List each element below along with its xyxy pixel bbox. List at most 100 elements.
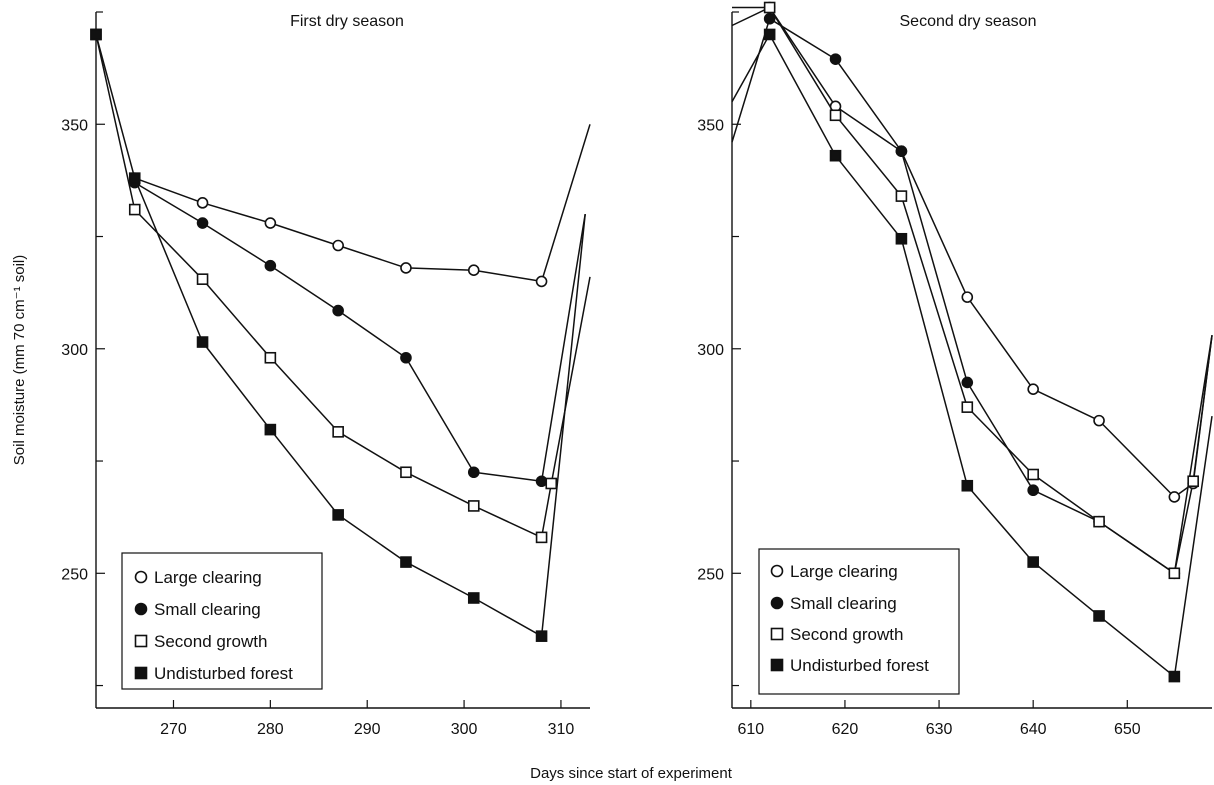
data-point-small-clearing bbox=[1027, 484, 1039, 497]
data-point-second-growth bbox=[1027, 468, 1039, 481]
data-point-small-clearing bbox=[400, 351, 412, 364]
y-tick-label: 250 bbox=[697, 566, 724, 583]
y-axis-label: Soil moisture (mm 70 cm⁻¹ soil) bbox=[11, 255, 28, 465]
data-point-second-growth bbox=[467, 500, 480, 512]
data-point-undisturbed-forest bbox=[961, 479, 974, 492]
data-point-undisturbed-forest bbox=[1027, 556, 1039, 568]
data-point-large-clearing bbox=[196, 197, 209, 209]
data-point-undisturbed-forest bbox=[90, 28, 102, 41]
x-tick-label: 270 bbox=[160, 721, 187, 738]
data-point-small-clearing bbox=[535, 475, 548, 488]
legend-label: Second growth bbox=[790, 625, 903, 644]
legend-box bbox=[121, 552, 323, 690]
x-tick-label: 290 bbox=[354, 721, 381, 738]
legend-label: Small clearing bbox=[790, 594, 897, 613]
data-point-second-growth bbox=[264, 351, 277, 364]
legend-label: Undisturbed forest bbox=[790, 656, 929, 675]
data-point-large-clearing bbox=[332, 239, 344, 252]
data-point-small-clearing bbox=[763, 12, 776, 25]
x-tick-label: 310 bbox=[548, 721, 575, 738]
series-line-second-growth bbox=[731, 6, 1213, 575]
data-point-undisturbed-forest bbox=[763, 28, 776, 41]
legend-marker-undisturbed-forest bbox=[134, 666, 148, 680]
data-point-second-growth bbox=[1093, 515, 1105, 528]
x-tick-label: 630 bbox=[926, 721, 953, 738]
series-line-second-growth bbox=[95, 34, 591, 539]
data-point-undisturbed-forest bbox=[128, 172, 141, 184]
legend: Large clearing Small clearing Second gro… bbox=[121, 552, 323, 690]
x-axis-label: Days since start of experiment bbox=[530, 765, 733, 782]
legend-box bbox=[758, 548, 960, 695]
axes: 270 280 290 300 310 250 300 350 bbox=[61, 11, 590, 738]
data-point-large-clearing bbox=[1027, 383, 1039, 395]
data-point-second-growth bbox=[895, 190, 908, 202]
data-point-second-growth bbox=[829, 109, 842, 122]
y-tick-label: 350 bbox=[697, 117, 724, 134]
data-point-second-growth bbox=[1168, 567, 1181, 580]
data-point-large-clearing bbox=[467, 264, 480, 276]
data-point-small-clearing bbox=[196, 217, 209, 229]
legend: Large clearing Small clearing Second gro… bbox=[758, 548, 960, 695]
x-tick-label: 650 bbox=[1114, 721, 1141, 738]
data-point-small-clearing bbox=[467, 466, 480, 479]
series-line-undisturbed-forest bbox=[95, 34, 586, 637]
legend-label: Small clearing bbox=[154, 600, 261, 619]
data-point-large-clearing bbox=[535, 275, 548, 288]
legend-marker-large-clearing bbox=[770, 564, 784, 578]
series-markers bbox=[763, 1, 1199, 683]
data-point-undisturbed-forest bbox=[829, 149, 842, 162]
series-markers bbox=[90, 28, 558, 642]
series-line-large-clearing bbox=[134, 124, 591, 283]
data-point-second-growth bbox=[332, 426, 344, 438]
panel-title: Second dry season bbox=[900, 13, 1037, 30]
legend-label: Large clearing bbox=[154, 568, 262, 587]
data-point-second-growth bbox=[763, 1, 776, 14]
panel-title: First dry season bbox=[290, 13, 404, 30]
data-point-second-growth bbox=[545, 477, 558, 490]
data-point-small-clearing bbox=[332, 304, 344, 317]
legend-marker-small-clearing bbox=[770, 596, 784, 610]
data-point-small-clearing bbox=[264, 259, 277, 272]
data-point-second-growth bbox=[128, 203, 141, 216]
data-point-second-growth bbox=[1187, 475, 1199, 488]
axes: 610 620 630 640 650 250 300 350 bbox=[697, 11, 1212, 738]
y-tick-label: 300 bbox=[697, 342, 724, 359]
series-line-large-clearing bbox=[732, 6, 1213, 498]
data-point-small-clearing bbox=[895, 145, 908, 157]
legend-label: Second growth bbox=[154, 632, 267, 651]
data-point-small-clearing bbox=[961, 376, 974, 389]
legend-marker-large-clearing bbox=[134, 570, 148, 584]
x-tick-label: 640 bbox=[1020, 721, 1047, 738]
x-tick-label: 620 bbox=[832, 721, 859, 738]
data-point-large-clearing bbox=[1168, 491, 1181, 503]
data-point-undisturbed-forest bbox=[895, 232, 908, 245]
legend-marker-undisturbed-forest bbox=[770, 658, 784, 672]
legend-marker-small-clearing bbox=[134, 602, 148, 616]
data-point-large-clearing bbox=[1093, 414, 1105, 427]
data-point-large-clearing bbox=[400, 262, 412, 274]
y-tick-label: 300 bbox=[61, 342, 88, 359]
y-tick-label: 250 bbox=[61, 566, 88, 583]
legend-label: Large clearing bbox=[790, 562, 898, 581]
first-dry-season-panel: First dry season 270 280 290 300 310 250 300 35… bbox=[61, 11, 591, 738]
data-point-undisturbed-forest bbox=[1168, 670, 1181, 683]
second-dry-season-panel: Second dry season 610 620 630 640 650 250 300 3… bbox=[697, 1, 1213, 738]
data-point-second-growth bbox=[535, 531, 548, 544]
data-point-undisturbed-forest bbox=[1093, 610, 1105, 622]
legend-marker-second-growth bbox=[134, 634, 148, 648]
data-point-undisturbed-forest bbox=[332, 509, 344, 521]
data-point-undisturbed-forest bbox=[400, 556, 412, 568]
data-point-small-clearing bbox=[829, 53, 842, 65]
x-tick-label: 300 bbox=[451, 721, 478, 738]
data-point-large-clearing bbox=[961, 291, 974, 303]
data-point-second-growth bbox=[196, 273, 209, 285]
x-tick-label: 280 bbox=[257, 721, 284, 738]
data-point-undisturbed-forest bbox=[535, 630, 548, 642]
series-line-small-clearing bbox=[134, 181, 586, 482]
data-point-undisturbed-forest bbox=[264, 423, 277, 436]
data-point-undisturbed-forest bbox=[467, 592, 480, 604]
legend-label: Undisturbed forest bbox=[154, 664, 293, 683]
x-tick-label: 610 bbox=[737, 721, 764, 738]
data-point-second-growth bbox=[961, 401, 974, 413]
